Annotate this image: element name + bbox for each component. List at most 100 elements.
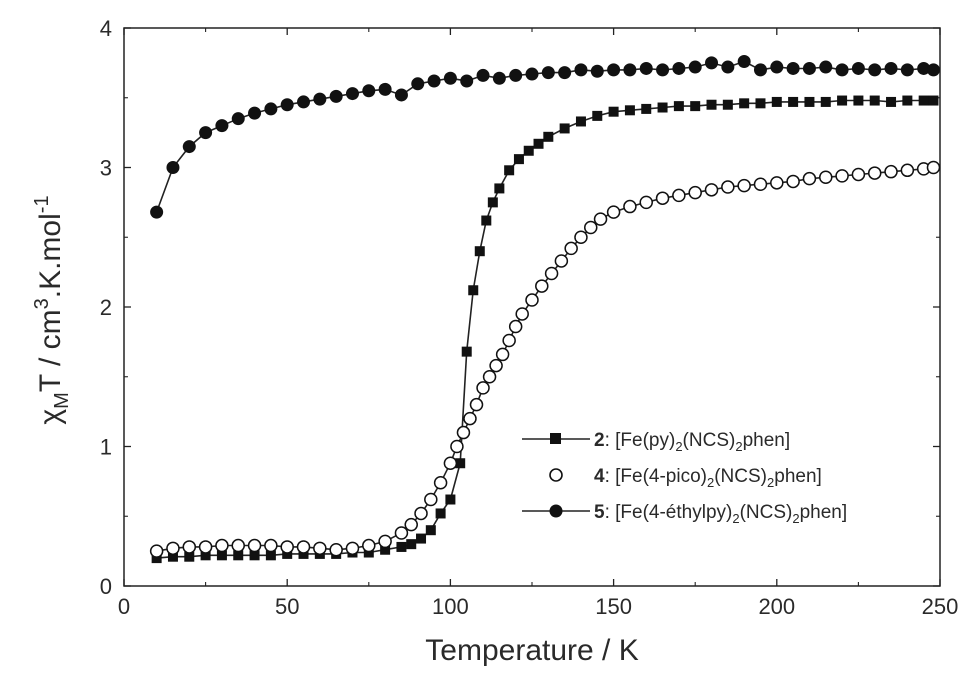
- point-s4: [231, 538, 245, 553]
- point-s2: [641, 103, 652, 114]
- legend-entry-5: 5: [Fe(4-éthylpy)2(NCS)2phen]: [522, 502, 847, 526]
- point-s2: [380, 544, 391, 555]
- point-s2: [233, 550, 244, 561]
- point-s5: [182, 140, 196, 154]
- point-s2: [592, 110, 603, 121]
- point-s4: [544, 266, 559, 281]
- point-s4: [414, 506, 428, 521]
- point-s5: [394, 88, 408, 102]
- point-s4: [802, 171, 817, 186]
- point-s5: [737, 54, 751, 68]
- point-s4: [450, 439, 464, 454]
- point-s5: [721, 60, 735, 74]
- point-s5: [786, 61, 800, 75]
- point-s2: [788, 96, 799, 107]
- point-s5: [231, 112, 245, 126]
- point-s5: [770, 60, 784, 74]
- point-s4: [835, 169, 849, 183]
- point-s2: [559, 123, 570, 134]
- point-s4: [623, 199, 637, 214]
- point-s2: [445, 494, 456, 505]
- point-s2: [657, 102, 668, 113]
- point-s4: [463, 411, 477, 426]
- point-s4: [737, 178, 751, 193]
- point-s5: [639, 61, 653, 75]
- y-tick-label-1: 1: [100, 435, 112, 460]
- point-s5: [900, 63, 914, 77]
- point-s2: [425, 525, 436, 536]
- point-s5: [541, 66, 555, 80]
- legend-entry-2: 2: [Fe(py)2(NCS)2phen]: [522, 430, 790, 454]
- point-s4: [502, 333, 516, 348]
- point-s2: [184, 551, 195, 562]
- point-s4: [753, 177, 768, 191]
- point-s4: [469, 397, 484, 412]
- point-s5: [656, 63, 670, 77]
- point-s2: [673, 101, 684, 112]
- point-s4: [508, 319, 523, 334]
- point-s5: [460, 74, 474, 88]
- x-tick-label-5: 250: [922, 594, 959, 619]
- y-title-chi: χ: [34, 409, 67, 425]
- point-s4: [926, 160, 941, 175]
- point-s2: [487, 197, 498, 208]
- point-s2: [575, 116, 586, 127]
- point-s4: [182, 540, 197, 554]
- legend-marker-4: [549, 468, 563, 482]
- point-s4: [264, 538, 278, 553]
- point-s4: [672, 188, 686, 203]
- point-s2: [771, 96, 782, 107]
- y-title-chi-sub: M: [51, 392, 73, 409]
- y-tick-label-0: 0: [100, 574, 112, 599]
- point-s2: [455, 458, 466, 469]
- x-tick-label-2: 100: [432, 594, 469, 619]
- legend-entry-4: 4: [Fe(4-pico)2(NCS)2phen]: [549, 466, 822, 490]
- point-s2: [396, 541, 407, 552]
- point-s2: [523, 145, 534, 156]
- point-s5: [215, 119, 229, 133]
- point-s4: [296, 540, 311, 554]
- point-s4: [476, 381, 490, 395]
- point-s4: [313, 541, 327, 556]
- point-s5: [248, 106, 262, 120]
- point-s4: [655, 191, 670, 205]
- point-s4: [362, 538, 376, 553]
- point-s2: [902, 95, 913, 106]
- point-s5: [688, 60, 702, 74]
- point-s2: [853, 95, 864, 106]
- point-s4: [525, 293, 539, 307]
- point-s4: [424, 492, 438, 507]
- point-s5: [558, 66, 572, 80]
- point-s2: [474, 246, 485, 257]
- point-s2: [624, 105, 635, 116]
- point-s2: [869, 95, 880, 106]
- point-s4: [495, 347, 510, 362]
- point-s5: [607, 63, 621, 77]
- point-s2: [481, 215, 492, 226]
- point-s2: [722, 99, 733, 110]
- point-s4: [606, 205, 621, 219]
- point-s5: [753, 63, 767, 77]
- point-s4: [345, 541, 360, 556]
- point-s2: [265, 550, 276, 561]
- legend-label-5: 5: [Fe(4-éthylpy)2(NCS)2phen]: [594, 502, 847, 526]
- series-s5: [150, 54, 940, 219]
- point-s4: [443, 456, 458, 470]
- axis-ticks: 0 50 100 150 200 250 0 1 2 3 4: [100, 16, 959, 619]
- point-s4: [535, 279, 549, 293]
- point-s4: [198, 540, 213, 554]
- point-s2: [298, 548, 309, 559]
- point-s2: [804, 96, 815, 107]
- point-s4: [867, 166, 882, 180]
- point-s4: [378, 534, 392, 549]
- point-s4: [884, 164, 898, 179]
- point-s5: [199, 126, 213, 140]
- legend-marker-2: [550, 433, 561, 444]
- point-s4: [433, 476, 448, 490]
- point-s5: [443, 71, 457, 85]
- point-s2: [363, 547, 374, 558]
- point-s4: [166, 541, 180, 556]
- point-s4: [900, 163, 915, 178]
- series-layer: [149, 54, 941, 564]
